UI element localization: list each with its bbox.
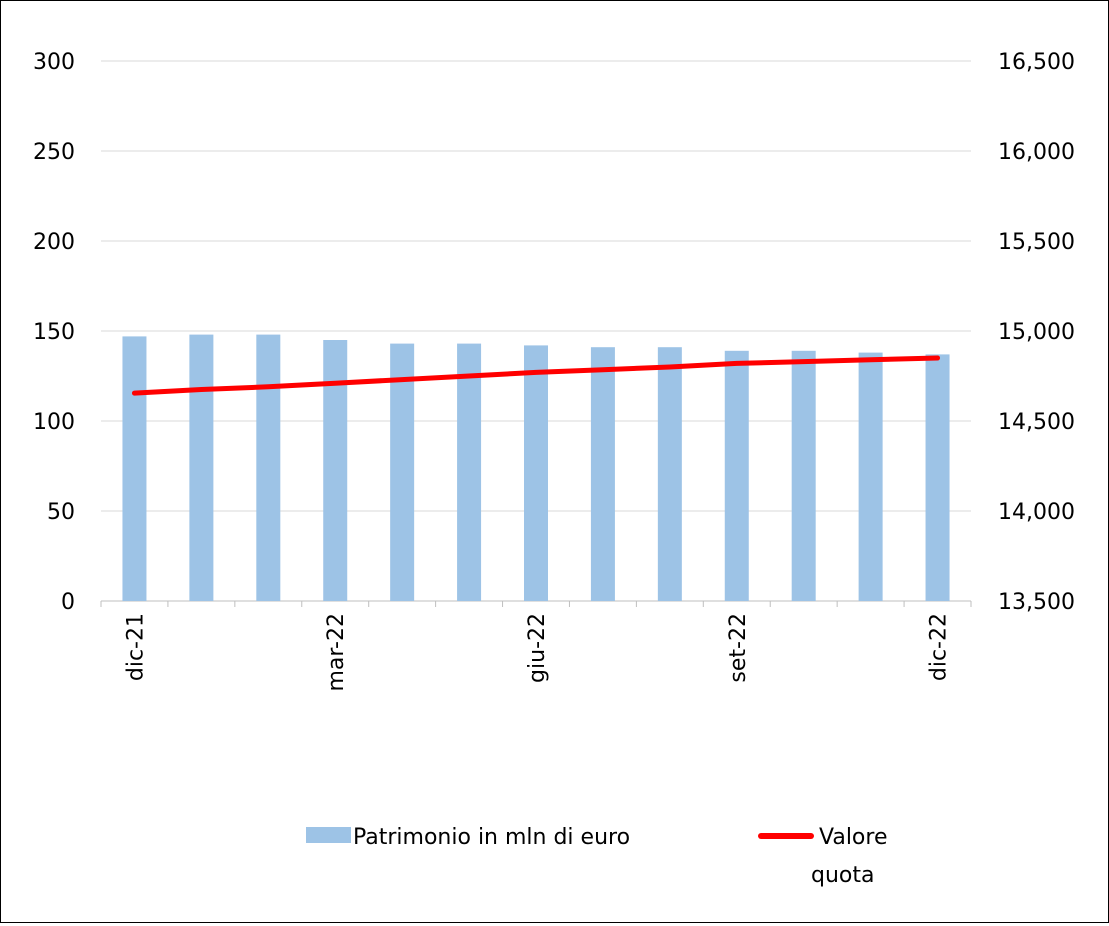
bar [590, 347, 615, 601]
y-right-tick-label: 14,500 [998, 410, 1075, 435]
x-axis: dic-21 mar-22 giu-22 set-22 dic-22 [100, 601, 972, 691]
bar [189, 334, 214, 601]
legend-label-valore-quota-line1: Valore [819, 825, 888, 850]
y-left-tick-label: 150 [33, 320, 75, 345]
bar [657, 347, 682, 601]
y-left-tick-label: 50 [47, 500, 75, 525]
y-left-tick-label: 300 [33, 50, 75, 75]
x-tick-label: giu-22 [525, 613, 550, 683]
y-right-tick-label: 16,000 [998, 140, 1075, 165]
x-tick-label: dic-22 [927, 613, 952, 681]
x-tick-label: set-22 [726, 613, 751, 683]
y-right-tick-label: 15,000 [998, 320, 1075, 345]
y-right-tick-label: 14,000 [998, 500, 1075, 525]
y-left-tick-label: 200 [33, 230, 75, 255]
bar [457, 343, 482, 601]
bar [390, 343, 415, 601]
y-right-tick-label: 13,500 [998, 590, 1075, 615]
bar [791, 350, 816, 601]
bar [122, 336, 147, 601]
y-left-tick-label: 250 [33, 140, 75, 165]
bar [524, 345, 548, 601]
bar-series-patrimonio [122, 334, 950, 601]
bar [925, 354, 950, 601]
x-tick-label: mar-22 [324, 613, 349, 691]
y-right-tick-label: 15,500 [998, 230, 1075, 255]
line-series-valore-quota [131, 355, 941, 396]
y-axis-left: 0 50 100 150 200 250 300 [33, 50, 75, 615]
line-valore-quota [131, 355, 941, 396]
y-right-tick-label: 16,500 [998, 50, 1075, 75]
x-tick-label: dic-21 [123, 613, 148, 681]
bar [724, 350, 749, 601]
y-left-tick-label: 0 [61, 590, 75, 615]
legend-swatch-patrimonio [306, 827, 351, 843]
legend: Patrimonio in mln di euro Valore quota [306, 825, 888, 888]
legend-label-patrimonio: Patrimonio in mln di euro [353, 825, 630, 850]
y-left-tick-label: 100 [33, 410, 75, 435]
y-axis-right: 13,500 14,000 14,500 15,000 15,500 16,000 16,5… [998, 50, 1075, 615]
bar [256, 334, 281, 601]
bar [858, 352, 883, 601]
bar [323, 340, 348, 601]
legend-label-valore-quota-line2: quota [811, 863, 874, 888]
